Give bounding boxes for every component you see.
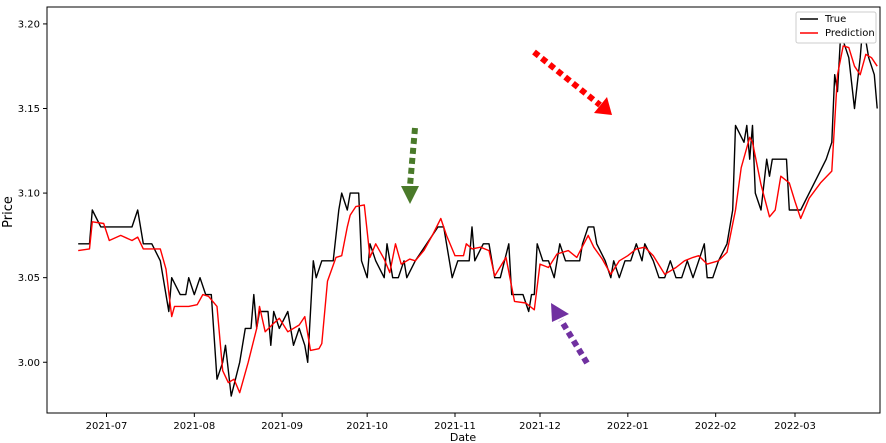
x-tick-label: 2022-01 xyxy=(607,421,649,432)
x-tick-label: 2022-02 xyxy=(695,421,737,432)
y-axis: 3.00 3.05 3.10 3.15 3.20 xyxy=(18,19,47,369)
x-tick-label: 2021-11 xyxy=(434,421,476,432)
series-line-prediction xyxy=(78,45,878,394)
x-tick-label: 2021-08 xyxy=(173,421,215,432)
series-layer xyxy=(78,23,878,397)
annotation-arrow-head xyxy=(594,97,612,115)
y-tick-label: 3.10 xyxy=(18,189,40,200)
annotation-arrow xyxy=(551,303,590,365)
x-tick-label: 2021-10 xyxy=(346,421,388,432)
x-tick-label: 2021-12 xyxy=(519,421,561,432)
plot-background xyxy=(47,7,880,413)
annotation-arrow xyxy=(532,49,612,115)
y-tick-label: 3.05 xyxy=(18,273,40,284)
x-tick-label: 2021-07 xyxy=(86,421,128,432)
series-line-true xyxy=(78,23,878,397)
legend: True Prediction xyxy=(795,11,877,44)
x-tick-label: 2021-09 xyxy=(261,421,303,432)
y-tick-label: 3.20 xyxy=(18,19,40,30)
x-axis: 2021-07 2021-08 2021-09 2021-10 2021-11 2021-… xyxy=(86,413,816,432)
y-axis-title: Price xyxy=(1,196,16,228)
annotation-arrow-head xyxy=(551,303,569,322)
plot-frame xyxy=(46,6,881,414)
annotation-layer xyxy=(401,49,612,365)
annotation-arrow-shaft xyxy=(558,318,590,365)
annotation-arrow-shaft xyxy=(532,49,602,108)
x-axis-title: Date xyxy=(450,431,477,443)
y-tick-label: 3.15 xyxy=(18,104,40,115)
legend-label-true: True xyxy=(824,14,846,25)
y-tick-label: 3.00 xyxy=(18,358,40,369)
annotation-arrow xyxy=(401,127,419,204)
legend-label-prediction: Prediction xyxy=(825,28,875,39)
x-tick-label: 2022-03 xyxy=(774,421,816,432)
annotation-arrow-head xyxy=(401,186,419,204)
